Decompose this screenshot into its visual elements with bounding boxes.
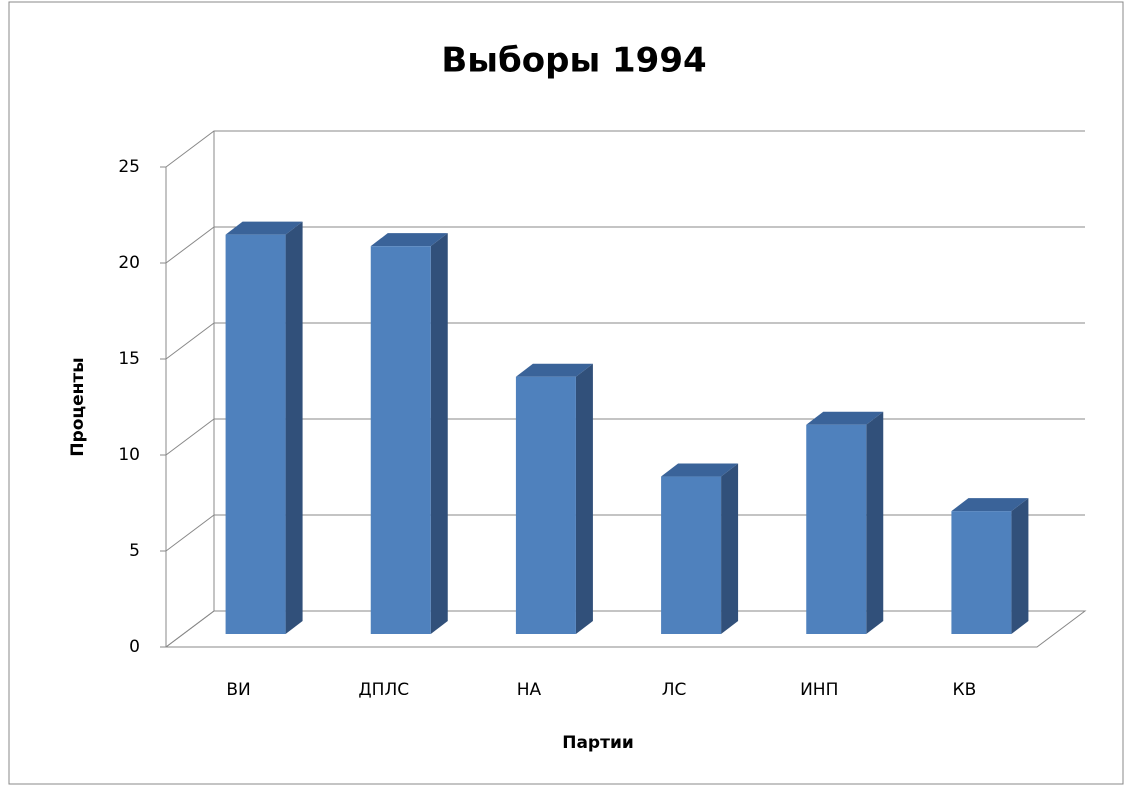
bar bbox=[515, 376, 576, 634]
bar-side bbox=[575, 363, 593, 634]
grid-line bbox=[165, 130, 1085, 168]
bar-side bbox=[1011, 498, 1029, 634]
x-tick-label: ДПЛС bbox=[358, 680, 409, 700]
bar bbox=[951, 511, 1012, 634]
y-tick-label: 0 bbox=[129, 637, 140, 657]
grid-line bbox=[165, 514, 1085, 552]
y-tick-label: 20 bbox=[118, 253, 140, 273]
bar bbox=[225, 234, 286, 634]
grid-line bbox=[165, 322, 1085, 360]
bar-side bbox=[285, 221, 303, 634]
bar-top bbox=[370, 233, 448, 247]
y-tick-label: 25 bbox=[118, 157, 140, 177]
bar-top bbox=[661, 463, 739, 477]
bar-top bbox=[806, 411, 884, 425]
x-axis-label: Партии bbox=[562, 733, 634, 753]
bar bbox=[661, 476, 722, 634]
bar-side bbox=[721, 463, 739, 634]
bar-side bbox=[430, 233, 448, 634]
x-tick-label: ВИ bbox=[226, 680, 250, 700]
y-axis-label: Проценты bbox=[68, 357, 88, 456]
x-tick-label: КВ bbox=[953, 680, 977, 700]
bar-top bbox=[225, 221, 303, 235]
y-tick-label: 5 bbox=[129, 541, 140, 561]
grid-line bbox=[165, 226, 1085, 264]
y-tick-label: 15 bbox=[118, 349, 140, 369]
back-wall bbox=[165, 131, 215, 647]
bar-top bbox=[951, 498, 1029, 512]
grid-line bbox=[165, 610, 1085, 648]
bar-top bbox=[515, 363, 593, 377]
x-tick-label: ЛС bbox=[662, 680, 687, 700]
bar-side bbox=[866, 411, 884, 634]
y-tick-label: 10 bbox=[118, 445, 140, 465]
bar bbox=[806, 424, 867, 634]
x-tick-label: ИНП bbox=[800, 680, 838, 700]
chart-title: Выборы 1994 bbox=[441, 41, 706, 81]
bar bbox=[370, 246, 431, 634]
grid-line bbox=[165, 418, 1085, 456]
x-tick-label: НА bbox=[517, 680, 542, 700]
